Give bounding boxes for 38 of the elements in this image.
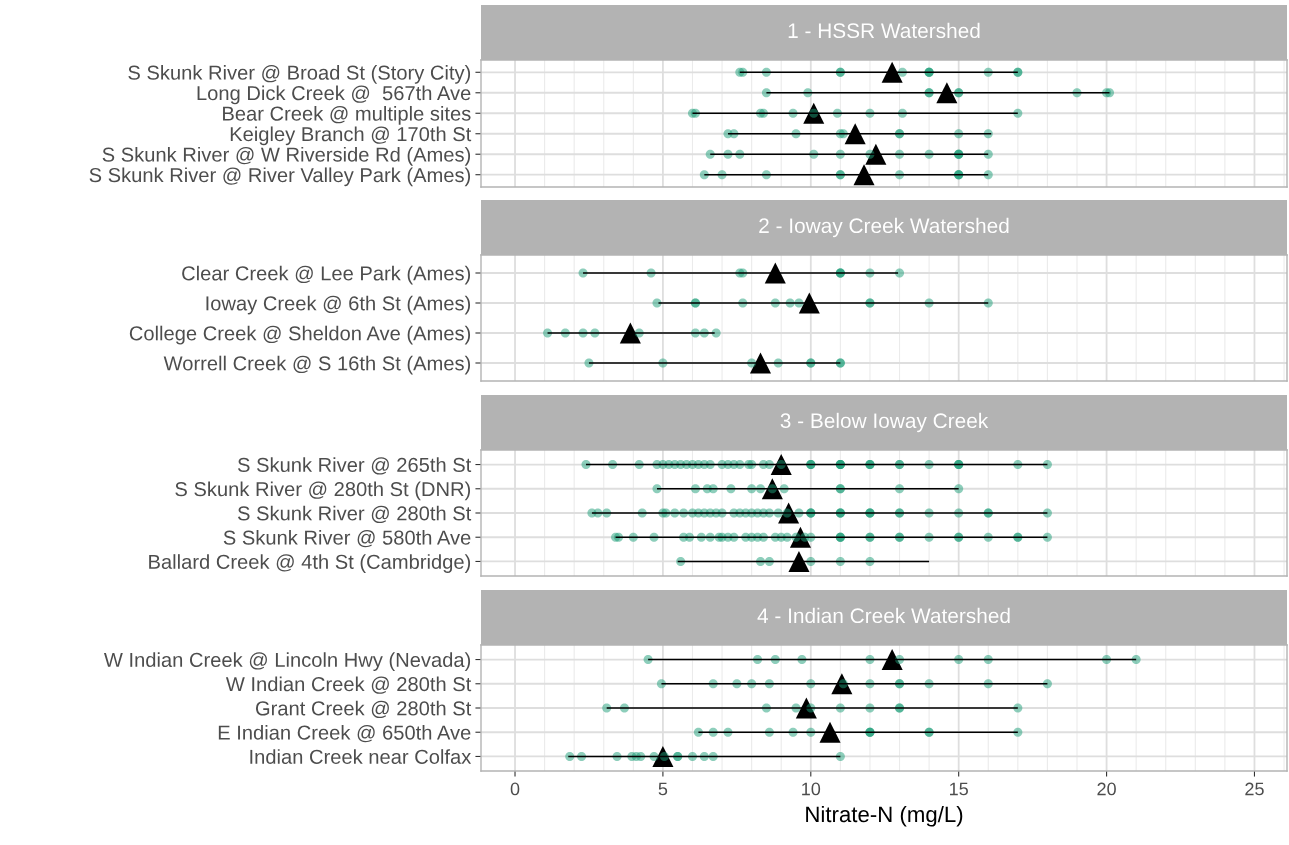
y-tick-label: Ballard Creek @ 4th St (Cambridge): [149, 554, 471, 573]
y-tick-label: Grant Creek @ 280th St: [255, 700, 472, 719]
y-tick-label: Clear Creek @ Lee Park (Ames): [182, 265, 471, 285]
y-tick-label: Indian Creek near Colfax: [250, 749, 472, 764]
y-tick-label: S Skunk River @ W Riverside Rd (Ames): [102, 146, 471, 166]
x-axis-title: Nitrate-N (mg/L): [806, 805, 963, 827]
chart-title: 4 - Indian Creek Watershed: [757, 607, 1010, 624]
y-tick-label: S Skunk River @ Broad St (Story City): [128, 64, 471, 84]
y-tick-label: Worrell Creek @ S 16th St (Ames): [163, 355, 471, 375]
point: [803, 102, 825, 124]
chart-title: 2 - Ioway Creek Watershed: [759, 217, 1009, 238]
x-tick-label: 10: [802, 782, 821, 796]
chart-title: 3 - Below Ioway Creek: [780, 412, 989, 433]
y-tick-label: S Skunk River @ River Valley Park (Ames): [89, 167, 471, 187]
y-tick-label: Ioway Creek @ 6th St (Ames): [206, 295, 471, 315]
y-tick-label: W Indian Creek @ Lincoln Hwy (Nevada): [103, 652, 471, 672]
y-tick-label: Keigley Branch @ 170th St: [230, 126, 472, 146]
chart-title: 1 - HSSR Watershed: [788, 22, 980, 39]
y-tick-label: S Skunk River @ 265th St: [237, 457, 472, 475]
x-tick-label: 15: [950, 782, 968, 796]
y-tick-label: College Creek @ Sheldon Ave (Ames): [129, 325, 471, 345]
y-tick-label: S Skunk River @ 580th Ave: [223, 529, 471, 548]
point: [881, 61, 903, 83]
point: [788, 550, 810, 572]
x-tick-label: 0: [510, 782, 520, 796]
x-tick-label: 20: [1097, 782, 1116, 796]
y-tick-label: E Indian Creek @ 650th Ave: [218, 724, 471, 743]
y-tick-label: Long Dick Creek @ 567th Ave: [197, 85, 471, 105]
point: [778, 502, 800, 524]
x-tick-label: 5: [658, 782, 668, 796]
point: [865, 143, 887, 165]
point: [789, 526, 811, 548]
y-tick-label: W Indian Creek @ 280th St: [225, 676, 472, 694]
y-tick-label: S Skunk River @ 280th St (DNR): [175, 481, 471, 501]
y-tick-label: Bear Creek @ multiple sites: [223, 105, 471, 125]
y-tick-label: S Skunk River @ 280th St: [237, 505, 472, 524]
point: [770, 454, 792, 476]
x-tick-label: 25: [1245, 782, 1264, 796]
